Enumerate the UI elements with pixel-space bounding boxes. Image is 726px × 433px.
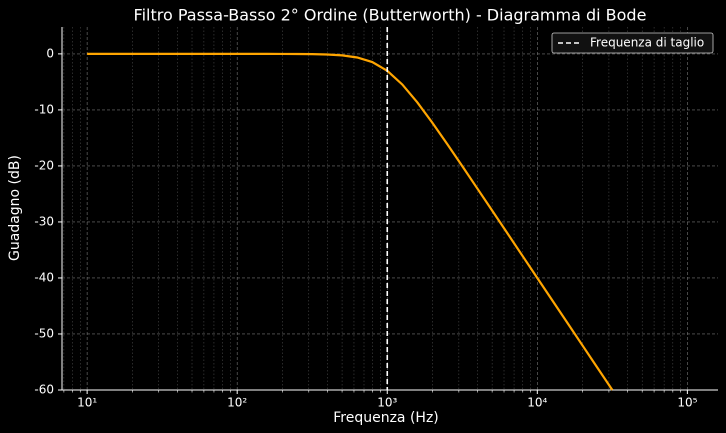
y-axis-label: Guadagno (dB) [7, 155, 23, 261]
line-series [87, 52, 614, 391]
y-tick-label: -20 [34, 158, 54, 172]
y-tick-label: 0 [46, 46, 54, 60]
legend-label: Frequenza di taglio [590, 36, 704, 50]
y-tick-label: -60 [34, 383, 54, 397]
y-tick-label: -10 [34, 102, 54, 116]
y-tick-label: -50 [34, 326, 54, 340]
x-tick-label: 10³ [377, 396, 397, 410]
x-axis-label: Frequenza (Hz) [333, 410, 439, 426]
x-tick-label: 10⁴ [527, 396, 547, 410]
x-tick-label: 10⁵ [677, 396, 697, 410]
x-tick-label: 10² [227, 396, 247, 410]
x-tick-label: 10¹ [77, 396, 97, 410]
y-tick-label: -30 [34, 214, 54, 228]
y-tick-label: -40 [34, 270, 54, 284]
legend-box [551, 32, 714, 54]
chart-title: Filtro Passa-Basso 2° Ordine (Butterwort… [134, 6, 647, 25]
